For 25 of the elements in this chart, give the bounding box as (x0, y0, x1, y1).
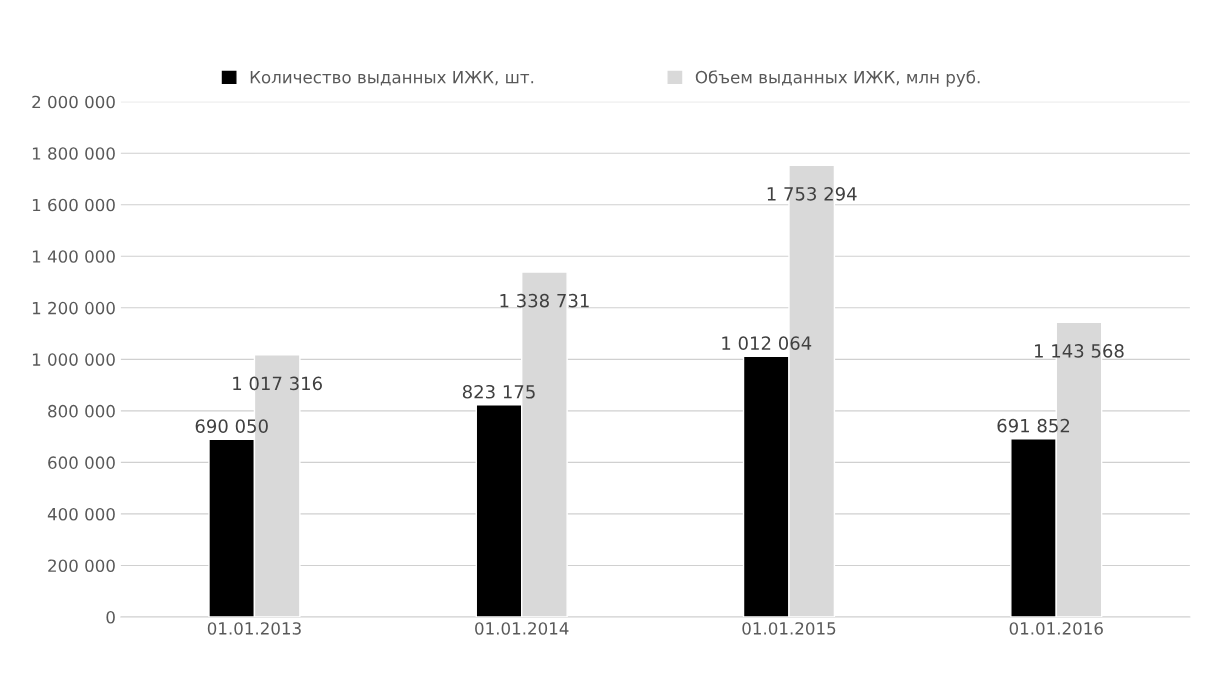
data-label: 1 012 064 (722, 336, 812, 350)
x-tick-label: 01.01.2013 (207, 622, 301, 635)
y-tick-label: 1 800 000 (32, 147, 115, 160)
y-tick-label: 1 200 000 (32, 301, 115, 315)
y-tick-label: 200 000 (48, 559, 115, 573)
data-label: 691 852 (997, 418, 1070, 433)
data-label: 1 338 731 (500, 293, 589, 308)
x-tick-label: 01.01.2015 (742, 622, 836, 635)
y-tick-label: 2 000 000 (32, 95, 115, 109)
data-label: 823 175 (462, 384, 535, 399)
y-tick-label: 0 (106, 610, 115, 624)
data-label: 1 143 568 (1035, 344, 1124, 358)
legend-label: Объем выданных ИЖК, млн руб. (695, 70, 980, 87)
data-label: 690 050 (195, 419, 268, 433)
y-tick-label: 1 000 000 (32, 353, 115, 366)
x-tick-label: 01.01.2014 (475, 622, 569, 635)
y-tick-label: 1 600 000 (32, 198, 115, 212)
legend-label: Количество выданных ИЖК, шт. (250, 71, 534, 86)
data-label: 1 753 294 (767, 186, 857, 201)
data-label: 1 017 316 (233, 376, 322, 391)
y-tick-label: 600 000 (48, 456, 115, 469)
y-tick-label: 800 000 (48, 404, 115, 418)
x-tick-label: 01.01.2016 (1009, 622, 1103, 635)
y-tick-label: 1 400 000 (32, 250, 115, 263)
y-tick-label: 400 000 (47, 507, 115, 521)
